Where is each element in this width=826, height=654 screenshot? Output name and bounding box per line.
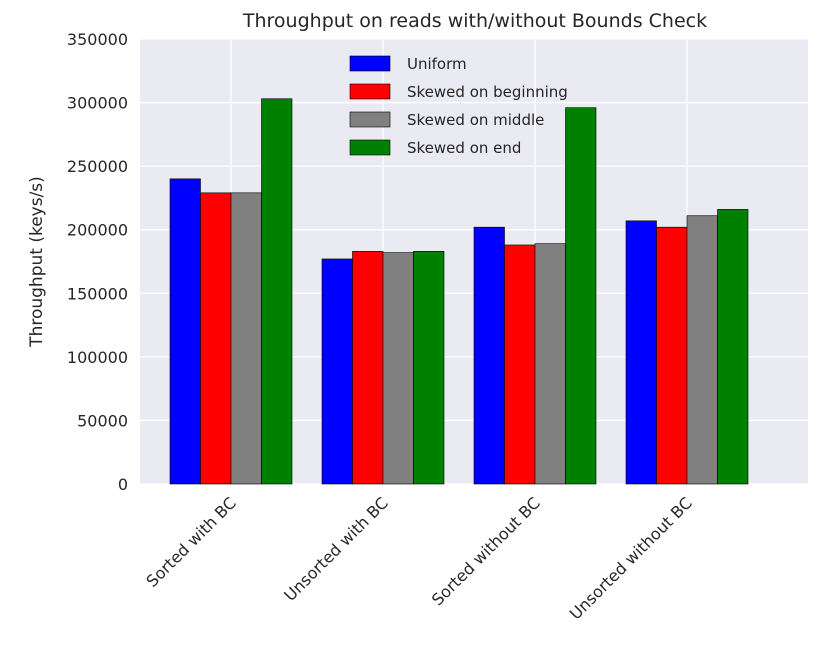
bar bbox=[534, 243, 566, 485]
y-tick-label: 200000 bbox=[67, 221, 128, 240]
y-tick-labels: 0 50000 100000 150000 200000 250000 300000 3500… bbox=[67, 30, 128, 494]
x-tick-labels: Sorted with BC Unsorted with BC Sorted wit… bbox=[142, 493, 695, 623]
x-tick-label: Sorted without BC bbox=[428, 493, 544, 609]
y-tick-label: 350000 bbox=[67, 30, 128, 49]
bar bbox=[200, 192, 232, 485]
x-tick-label: Unsorted without BC bbox=[566, 493, 696, 623]
legend-swatch bbox=[349, 111, 391, 128]
bars bbox=[169, 98, 749, 485]
y-tick-label: 250000 bbox=[67, 157, 128, 176]
legend-label: Skewed on beginning bbox=[407, 83, 568, 101]
bar bbox=[261, 98, 293, 485]
legend-label: Skewed on middle bbox=[407, 111, 544, 129]
bar bbox=[686, 215, 718, 485]
bar bbox=[473, 226, 505, 485]
bar bbox=[625, 220, 657, 485]
legend-swatch bbox=[349, 83, 391, 100]
chart-title: Throughput on reads with/without Bounds … bbox=[242, 10, 707, 32]
x-tick-label: Unsorted with BC bbox=[280, 493, 392, 605]
bar bbox=[413, 251, 445, 485]
bar bbox=[565, 107, 597, 485]
legend: Uniform Skewed on beginning Skewed on midd… bbox=[349, 55, 568, 157]
bar bbox=[717, 209, 749, 485]
y-tick-label: 50000 bbox=[77, 411, 128, 430]
bar bbox=[321, 258, 353, 485]
y-axis-label: Throughput (keys/s) bbox=[27, 176, 47, 348]
y-tick-label: 100000 bbox=[67, 348, 128, 367]
bar bbox=[352, 251, 384, 485]
bar bbox=[230, 192, 262, 485]
legend-label: Uniform bbox=[407, 55, 467, 73]
bar bbox=[382, 252, 414, 485]
bar bbox=[169, 178, 201, 485]
bar bbox=[504, 244, 536, 485]
bar bbox=[656, 226, 688, 485]
y-tick-label: 150000 bbox=[67, 284, 128, 303]
legend-label: Skewed on end bbox=[407, 139, 521, 157]
legend-swatch bbox=[349, 55, 391, 72]
y-tick-label: 300000 bbox=[67, 94, 128, 113]
x-tick-label: Sorted with BC bbox=[142, 493, 239, 590]
y-tick-label: 0 bbox=[118, 475, 128, 494]
legend-swatch bbox=[349, 139, 391, 156]
